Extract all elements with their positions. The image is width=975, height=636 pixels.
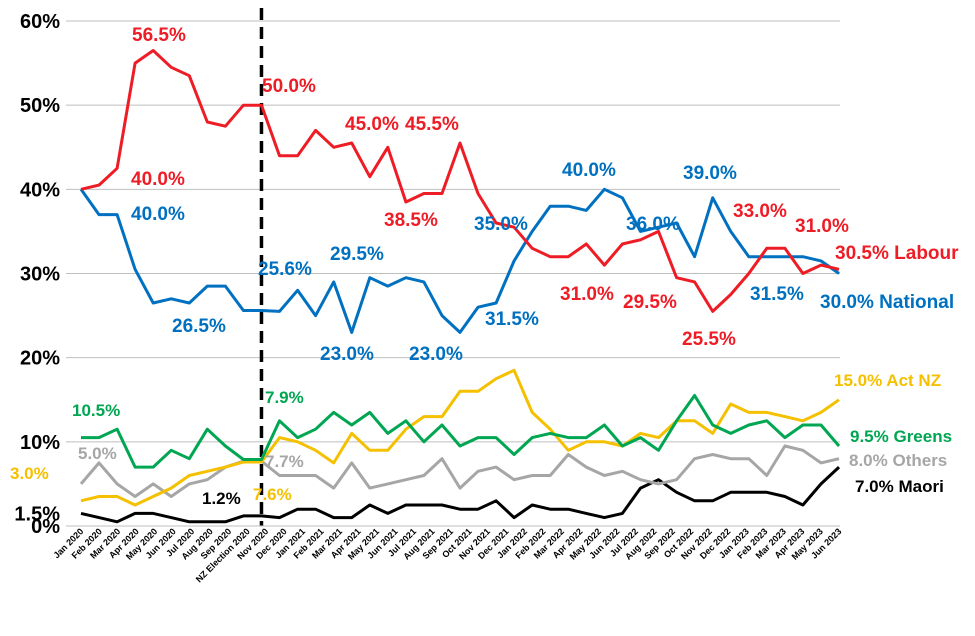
maori-label-end: 7.0% Maori bbox=[855, 477, 944, 496]
labour-label-jun2021: 38.5% bbox=[384, 210, 438, 231]
labour-label-start: 40.0% bbox=[131, 169, 185, 190]
act-label-election: 7.6% bbox=[253, 485, 292, 504]
series-line-national bbox=[79, 187, 840, 334]
y-tick-label: 0% bbox=[31, 516, 60, 538]
greens-label-end: 9.5% Greens bbox=[850, 427, 952, 446]
series-lines bbox=[79, 49, 841, 524]
series-line-maori bbox=[80, 466, 841, 524]
maori-label-election: 1.2% bbox=[202, 489, 241, 508]
y-tick-label: 20% bbox=[20, 348, 60, 370]
labour-label-election: 50.0% bbox=[262, 76, 316, 97]
others-label-start: 5.0% bbox=[78, 444, 117, 463]
greens-label-election: 7.9% bbox=[265, 388, 304, 407]
y-axis-ticks: 0% 10% 20% 30% 40% 50% 60% 1.5% bbox=[14, 11, 60, 538]
series-line-act-nz bbox=[80, 368, 840, 507]
national-label-nov2022: 39.0% bbox=[683, 163, 737, 184]
national-label-start: 40.0% bbox=[131, 204, 185, 225]
gridlines bbox=[66, 20, 840, 443]
act-label-end: 15.0% Act NZ bbox=[834, 371, 941, 390]
labour-label-may2023: 31.0% bbox=[795, 216, 849, 237]
national-label-apr2021: 29.5% bbox=[330, 244, 384, 265]
y-tick-label: 30% bbox=[20, 264, 60, 286]
others-label-end: 8.0% Others bbox=[849, 451, 947, 470]
national-label-jul2022: 36.0% bbox=[626, 214, 680, 235]
labour-label-feb2023: 33.0% bbox=[733, 201, 787, 222]
labour-label-may2022: 31.0% bbox=[560, 284, 614, 305]
y-tick-label: 60% bbox=[20, 11, 60, 33]
national-label-dec2021: 35.0% bbox=[474, 214, 528, 235]
national-label-jan2022: 31.5% bbox=[485, 309, 539, 330]
others-label-election: 7.7% bbox=[265, 452, 304, 471]
y-tick-label-extra: 1.5% bbox=[14, 503, 60, 525]
labour-label-end: 30.5% Labour bbox=[835, 243, 959, 264]
national-label-may2023: 31.5% bbox=[750, 284, 804, 305]
national-label-may2020: 26.5% bbox=[172, 316, 226, 337]
y-tick-label: 40% bbox=[20, 179, 60, 201]
act-label-start: 3.0% bbox=[10, 464, 49, 483]
national-label-may2022: 40.0% bbox=[562, 160, 616, 181]
series-line-greens bbox=[81, 394, 841, 469]
national-label-end: 30.0% National bbox=[820, 292, 954, 313]
labour-label-sep2021: 45.5% bbox=[405, 114, 459, 135]
national-label-election: 25.6% bbox=[258, 259, 312, 280]
labour-label-peak: 56.5% bbox=[132, 25, 186, 46]
series-line-others bbox=[79, 444, 840, 498]
labour-label-nov2022: 25.5% bbox=[682, 329, 736, 350]
y-tick-label: 10% bbox=[20, 432, 60, 454]
y-tick-label: 50% bbox=[20, 95, 60, 117]
series-line-labour bbox=[80, 49, 840, 313]
national-label-sep2021: 23.0% bbox=[409, 344, 463, 365]
greens-label-start: 10.5% bbox=[72, 401, 120, 420]
labour-label-apr2021: 45.0% bbox=[345, 114, 399, 135]
labour-label-sep2022: 29.5% bbox=[623, 292, 677, 313]
annotations: 56.5% 40.0% 50.0% 45.0% 45.5% 38.5% 31.0… bbox=[10, 25, 959, 508]
national-label-mar2021: 23.0% bbox=[320, 344, 374, 365]
